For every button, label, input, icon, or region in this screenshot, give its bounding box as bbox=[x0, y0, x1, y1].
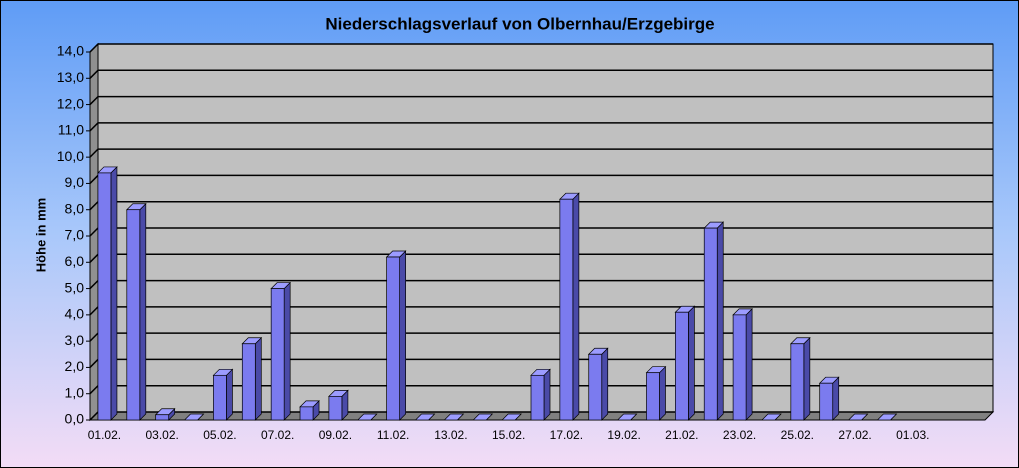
x-tick-label: 01.03. bbox=[896, 428, 929, 442]
y-axis-title: Höhe in mm bbox=[33, 198, 48, 272]
grid-line bbox=[89, 95, 993, 106]
y-tick-label: 9,0 bbox=[65, 174, 85, 190]
bar bbox=[703, 227, 718, 421]
bar-top bbox=[501, 413, 522, 421]
x-tick-label: 11.02. bbox=[377, 428, 409, 442]
grid-line bbox=[89, 122, 993, 132]
y-tick-label: 3,0 bbox=[65, 332, 85, 348]
bar-side bbox=[601, 347, 609, 421]
grid-line bbox=[89, 69, 993, 79]
bar-side bbox=[226, 368, 233, 421]
y-tick-label: 6,0 bbox=[65, 253, 85, 269]
x-tick-label: 21.02. bbox=[665, 428, 698, 442]
bar-top bbox=[414, 413, 436, 421]
bar-side bbox=[659, 365, 666, 421]
bar-top bbox=[847, 413, 869, 421]
y-tick-label: 0,0 bbox=[65, 411, 85, 427]
bar bbox=[328, 395, 343, 421]
x-tick-label: 15.02. bbox=[492, 428, 525, 442]
y-tick-label: 1,0 bbox=[65, 384, 85, 400]
bar bbox=[386, 256, 400, 421]
bar-side bbox=[803, 336, 811, 421]
bar-side bbox=[543, 368, 551, 421]
x-tick-label: 23.02. bbox=[723, 428, 756, 442]
bar bbox=[559, 198, 574, 421]
bar bbox=[126, 209, 141, 421]
y-tick-label: 7,0 bbox=[65, 227, 85, 243]
bar-side bbox=[716, 221, 724, 421]
bar bbox=[790, 343, 805, 421]
bar-top bbox=[183, 413, 205, 421]
x-tick-label: 07.02. bbox=[261, 428, 294, 442]
x-tick-label: 17.02. bbox=[550, 428, 583, 442]
bar bbox=[97, 172, 112, 421]
bar bbox=[299, 406, 314, 421]
grid-line bbox=[89, 148, 993, 158]
x-tick-label: 13.02. bbox=[434, 428, 467, 442]
y-tick-label: 8,0 bbox=[65, 200, 85, 216]
bar-top bbox=[616, 413, 638, 421]
y-tick-label: 12,0 bbox=[57, 95, 84, 111]
bar-side bbox=[745, 308, 753, 421]
bar bbox=[270, 288, 285, 421]
bar bbox=[241, 343, 256, 421]
x-tick-label: 25.02. bbox=[781, 428, 814, 442]
y-tick-label: 10,0 bbox=[57, 148, 84, 164]
y-tick-label: 11,0 bbox=[58, 122, 84, 138]
bar-side bbox=[832, 376, 840, 421]
y-tick-label: 5,0 bbox=[65, 279, 85, 295]
y-tick-label: 13,0 bbox=[57, 69, 84, 85]
bar bbox=[675, 311, 689, 421]
bar-side bbox=[283, 281, 291, 421]
y-tick-label: 4,0 bbox=[65, 306, 85, 322]
bar-top bbox=[356, 413, 378, 421]
grid-line bbox=[89, 43, 993, 53]
bar bbox=[819, 382, 834, 421]
bar-side bbox=[572, 192, 580, 421]
bar bbox=[530, 374, 545, 421]
bar-top bbox=[876, 413, 898, 421]
x-tick-label: 05.02. bbox=[203, 428, 236, 442]
bar-side bbox=[688, 305, 695, 421]
bar-top bbox=[472, 413, 494, 421]
x-tick-label: 01.02. bbox=[88, 428, 121, 442]
bar-side bbox=[254, 336, 262, 421]
chart-title: Niederschlagsverlauf von Olbernhau/Erzge… bbox=[325, 14, 714, 33]
bar-side bbox=[110, 166, 118, 421]
bar bbox=[155, 414, 170, 421]
y-tick-label: 14,0 bbox=[57, 43, 84, 59]
x-tick-label: 09.02. bbox=[319, 428, 352, 442]
y-tick-label: 2,0 bbox=[65, 358, 85, 374]
bar bbox=[646, 372, 660, 421]
x-tick-label: 27.02. bbox=[838, 428, 871, 442]
bar-side bbox=[139, 202, 147, 421]
x-tick-label: 03.02. bbox=[145, 428, 178, 442]
bar-side bbox=[399, 250, 406, 421]
bar-top bbox=[443, 413, 465, 421]
x-tick-label: 19.02. bbox=[607, 428, 640, 442]
bar bbox=[732, 314, 747, 421]
bar-top bbox=[761, 413, 782, 421]
bar bbox=[588, 353, 603, 421]
bar bbox=[213, 374, 227, 421]
